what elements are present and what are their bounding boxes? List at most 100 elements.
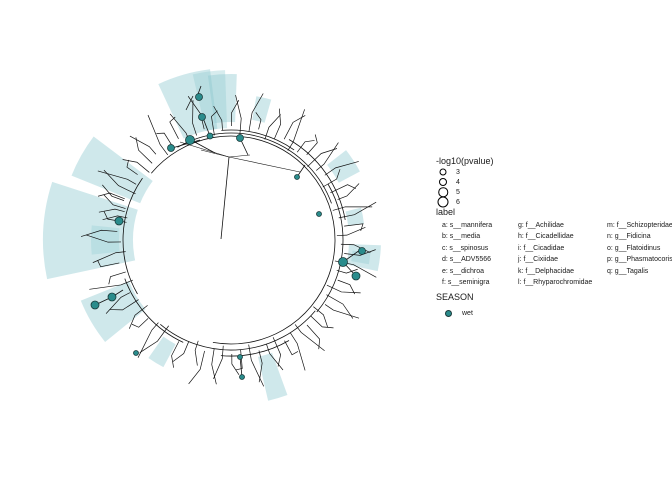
leaf-branch [330,184,356,194]
clade-highlight [42,181,138,280]
leaf-branch [98,208,125,213]
leaf-branch [266,344,284,371]
label-legend-item: g: f__Achilidae [518,222,564,229]
significant-node [198,113,206,121]
leaf-branch [192,100,197,136]
leaf-branch [326,294,354,319]
clade-highlight [351,250,371,265]
leaf-branch [92,251,126,263]
label-legend-item: l: f__Rhyparochromidae [518,279,593,287]
leaf-branch [131,318,149,328]
leaf-branch [306,134,318,155]
leaf-branch [126,159,138,175]
label-legend-item: n: g__Fidicina [607,233,651,241]
leaf-branch [248,344,265,387]
leaf-branch [344,249,376,256]
clade-branch [190,139,216,154]
leaf-branch [322,169,341,188]
leaf-branch [89,279,133,290]
significant-node [195,93,203,101]
leaf-branch [336,268,358,274]
leaf-branch [188,350,205,385]
leaf-branch [128,305,148,329]
label-legend-item: c: s__spinosus [442,244,489,252]
clade-highlight [257,352,288,401]
significant-node [338,257,348,267]
leaf-branch [284,340,299,356]
leaf-branch [231,353,240,375]
size-legend-item: 5 [436,187,672,197]
tree-branch [288,139,346,220]
leaf-branch [171,341,180,368]
leaf-branch [97,192,125,200]
leaf-branch [235,94,242,135]
label-legend-title: label [436,207,456,217]
significant-node [316,211,322,217]
size-legend-label: 6 [456,198,460,206]
tree-branch [150,135,336,345]
leaf-branch [213,105,223,131]
leaf-branch [287,109,305,151]
label-legend-item: e: s__dichroa [442,267,485,275]
leaf-branch [316,142,339,171]
label-legend-item: k: f__Delphacidae [518,267,575,275]
clade-highlight [252,96,272,123]
leaf-branch [211,348,217,385]
tree-branch [179,141,230,158]
size-legend-symbol [436,167,450,177]
clade-branch [171,139,201,149]
leaf-branch [258,350,263,383]
leaf-branch [122,159,150,173]
clade-highlight [207,74,237,124]
tree-branch [177,132,332,204]
tree-branch [316,183,344,313]
significant-node [351,271,361,281]
clade-highlight [148,336,176,368]
size-legend-item: 6 [436,196,672,208]
tree-branch [221,129,295,151]
significant-node [167,144,175,152]
root-branch [220,156,230,240]
clade-highlight [91,225,120,255]
size-legend-label: 4 [456,178,460,186]
size-legend-label: 5 [456,188,460,196]
size-legend: 3 4 5 6 [436,167,672,208]
clade-highlight [345,207,365,226]
leaf-branch [80,229,118,237]
tree-branch [228,156,301,173]
size-legend-symbol [436,196,450,208]
leaf-branch [97,170,137,185]
label-legend-item: a: s__mannifera [442,222,493,229]
leaf-branch [338,201,377,219]
leaf-branch [102,184,125,201]
significant-node [133,350,139,356]
leaf-branch [213,345,224,380]
leaf-branch [294,324,325,352]
season-legend: wet [436,308,672,318]
significant-node [206,132,214,140]
leaf-branch [337,279,356,295]
clade-highlight [80,281,146,342]
clade-highlight [192,70,228,131]
label-legend-item: p: g__Phasmatocoris [607,256,672,264]
tree-branch [124,278,184,343]
leaf-branch [156,132,174,147]
size-legend-symbol [436,177,450,187]
tree-branch [228,154,251,158]
label-legend-item: q: g__Tagalis [607,267,649,275]
size-legend-title: -log10(pvalue) [436,156,494,166]
clade-branch [185,95,194,111]
significant-node [90,300,100,310]
leaf-branch [172,341,190,363]
significant-node [294,174,300,180]
leaf-branch [248,93,264,132]
label-legend-item: m: f__Schizopteridae [607,222,672,229]
label-legend-item: h: f__Cicadellidae [518,233,574,241]
leaf-branch [129,135,157,155]
label-legend-item: i: f__Cicadidae [518,244,565,252]
leaf-branch [147,114,169,156]
size-legend-label: 3 [456,168,460,176]
leaf-branch [109,299,139,311]
size-legend-item: 3 [436,167,672,177]
label-legend-empty [607,277,672,288]
